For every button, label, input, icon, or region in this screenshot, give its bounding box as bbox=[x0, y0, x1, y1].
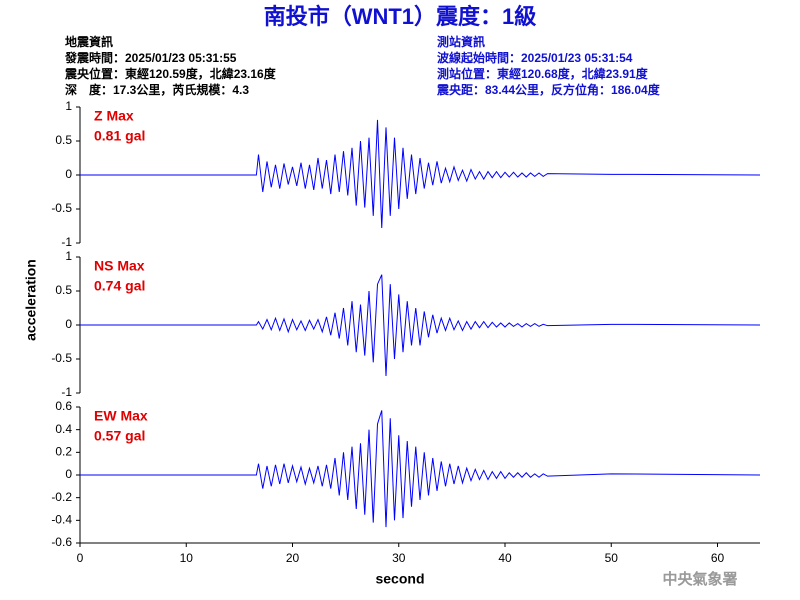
annotation: Z Max bbox=[94, 108, 134, 124]
y-tick-label: -0.4 bbox=[51, 513, 72, 527]
y-axis-label: acceleration bbox=[23, 259, 39, 341]
x-axis-label: second bbox=[375, 571, 424, 587]
y-tick-label: -1 bbox=[61, 235, 72, 249]
y-tick-label: -0.5 bbox=[51, 201, 72, 215]
info-line: 測站位置：東經120.68度，北緯23.91度 bbox=[437, 66, 649, 81]
y-tick-label: 0.2 bbox=[55, 445, 72, 459]
info-line: 波線起始時間：2025/01/23 05:31:54 bbox=[437, 50, 633, 65]
info-line: 地震資訊 bbox=[65, 34, 113, 49]
x-tick-label: 0 bbox=[77, 551, 84, 565]
info-line: 震央距：83.44公里，反方位角：186.04度 bbox=[437, 82, 661, 97]
waveform bbox=[80, 119, 761, 229]
annotation: EW Max bbox=[94, 408, 148, 424]
y-tick-label: 1 bbox=[65, 249, 72, 263]
annotation: NS Max bbox=[94, 258, 145, 274]
y-tick-label: 0.5 bbox=[55, 283, 72, 297]
y-tick-label: -0.6 bbox=[51, 535, 72, 549]
annotation: 0.57 gal bbox=[94, 428, 145, 444]
y-tick-label: 0 bbox=[65, 167, 72, 181]
info-line: 測站資訊 bbox=[437, 34, 485, 49]
y-tick-label: 0 bbox=[65, 467, 72, 481]
chart-title: 南投市（WNT1）震度：1級 bbox=[264, 4, 537, 29]
info-line: 深 度：17.3公里，芮氏規模：4.3 bbox=[65, 82, 249, 97]
waveform bbox=[80, 410, 761, 528]
x-tick-label: 10 bbox=[180, 551, 194, 565]
info-line: 發震時間：2025/01/23 05:31:55 bbox=[64, 50, 237, 65]
waveform bbox=[80, 274, 761, 377]
y-tick-label: -0.5 bbox=[51, 351, 72, 365]
y-tick-label: -1 bbox=[61, 385, 72, 399]
x-tick-label: 20 bbox=[286, 551, 300, 565]
info-line: 震央位置：東經120.59度，北緯23.16度 bbox=[65, 66, 277, 81]
annotation: 0.74 gal bbox=[94, 278, 145, 294]
y-tick-label: 0.6 bbox=[55, 399, 72, 413]
annotation: 0.81 gal bbox=[94, 128, 145, 144]
x-tick-label: 60 bbox=[711, 551, 725, 565]
footer: 中央氣象署 bbox=[662, 570, 737, 588]
x-tick-label: 50 bbox=[605, 551, 619, 565]
y-tick-label: 0.4 bbox=[55, 422, 72, 436]
y-tick-label: -0.2 bbox=[51, 490, 72, 504]
x-tick-label: 40 bbox=[498, 551, 512, 565]
y-tick-label: 0 bbox=[65, 317, 72, 331]
y-tick-label: 0.5 bbox=[55, 133, 72, 147]
y-tick-label: 1 bbox=[65, 99, 72, 113]
x-tick-label: 30 bbox=[392, 551, 406, 565]
